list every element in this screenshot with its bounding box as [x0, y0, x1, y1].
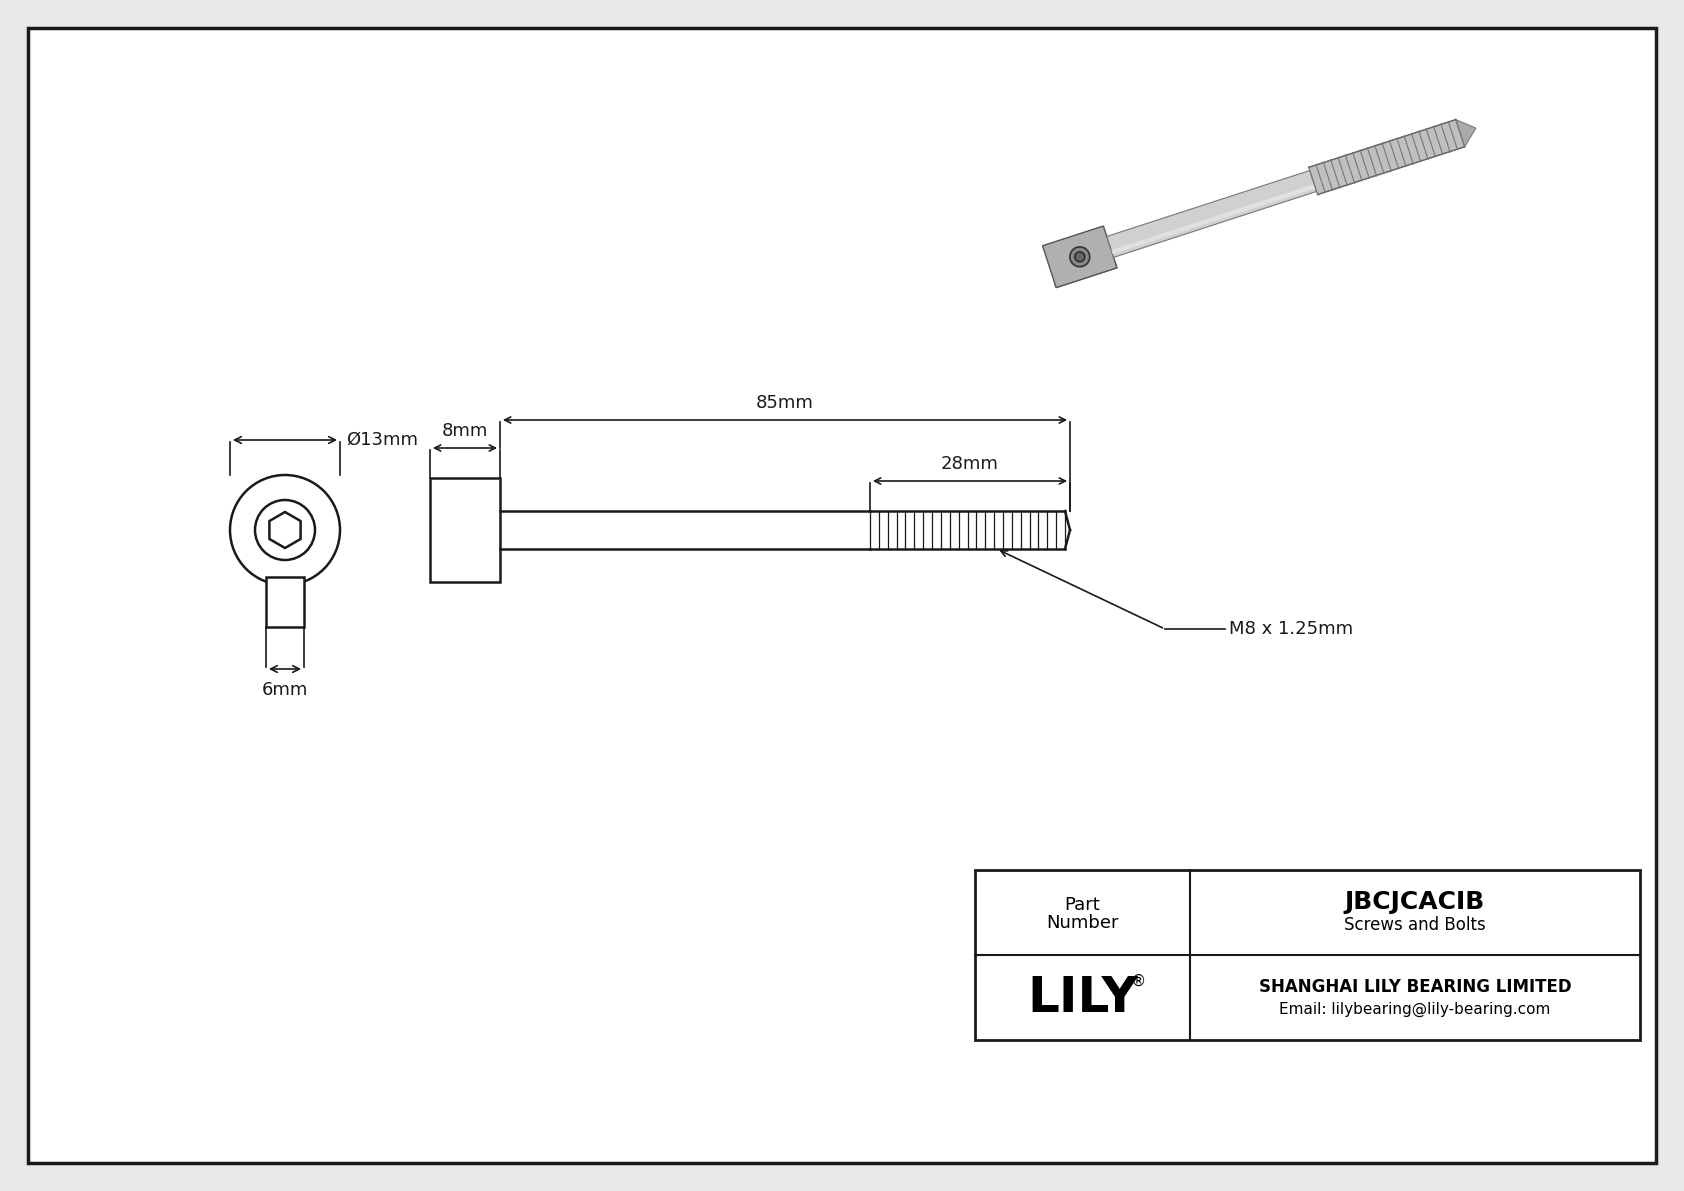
Polygon shape — [269, 512, 300, 548]
Ellipse shape — [1069, 247, 1090, 267]
Polygon shape — [1455, 119, 1475, 146]
Text: 28mm: 28mm — [941, 455, 999, 473]
Text: 8mm: 8mm — [441, 422, 488, 439]
Text: Screws and Bolts: Screws and Bolts — [1344, 916, 1485, 934]
Text: Email: lilybearing@lily-bearing.com: Email: lilybearing@lily-bearing.com — [1280, 1002, 1551, 1017]
Bar — [266, 576, 305, 626]
Polygon shape — [1106, 170, 1317, 257]
Text: Part: Part — [1064, 896, 1100, 913]
Polygon shape — [1042, 226, 1116, 287]
Text: Ø13mm: Ø13mm — [345, 431, 418, 449]
Text: 85mm: 85mm — [756, 394, 813, 412]
Text: M8 x 1.25mm: M8 x 1.25mm — [1229, 621, 1354, 638]
Bar — [975, 869, 1640, 1040]
Text: SHANGHAI LILY BEARING LIMITED: SHANGHAI LILY BEARING LIMITED — [1258, 979, 1571, 997]
Text: Number: Number — [1046, 913, 1118, 931]
Polygon shape — [1308, 119, 1465, 194]
Polygon shape — [1054, 262, 1116, 287]
Text: JBCJCACIB: JBCJCACIB — [1346, 891, 1485, 915]
Ellipse shape — [1074, 251, 1084, 262]
Polygon shape — [1111, 185, 1315, 254]
Bar — [429, 478, 500, 582]
Text: ®: ® — [1130, 974, 1145, 989]
Text: LILY: LILY — [1027, 973, 1138, 1022]
Circle shape — [254, 500, 315, 560]
Circle shape — [231, 475, 340, 585]
Text: 6mm: 6mm — [261, 681, 308, 699]
